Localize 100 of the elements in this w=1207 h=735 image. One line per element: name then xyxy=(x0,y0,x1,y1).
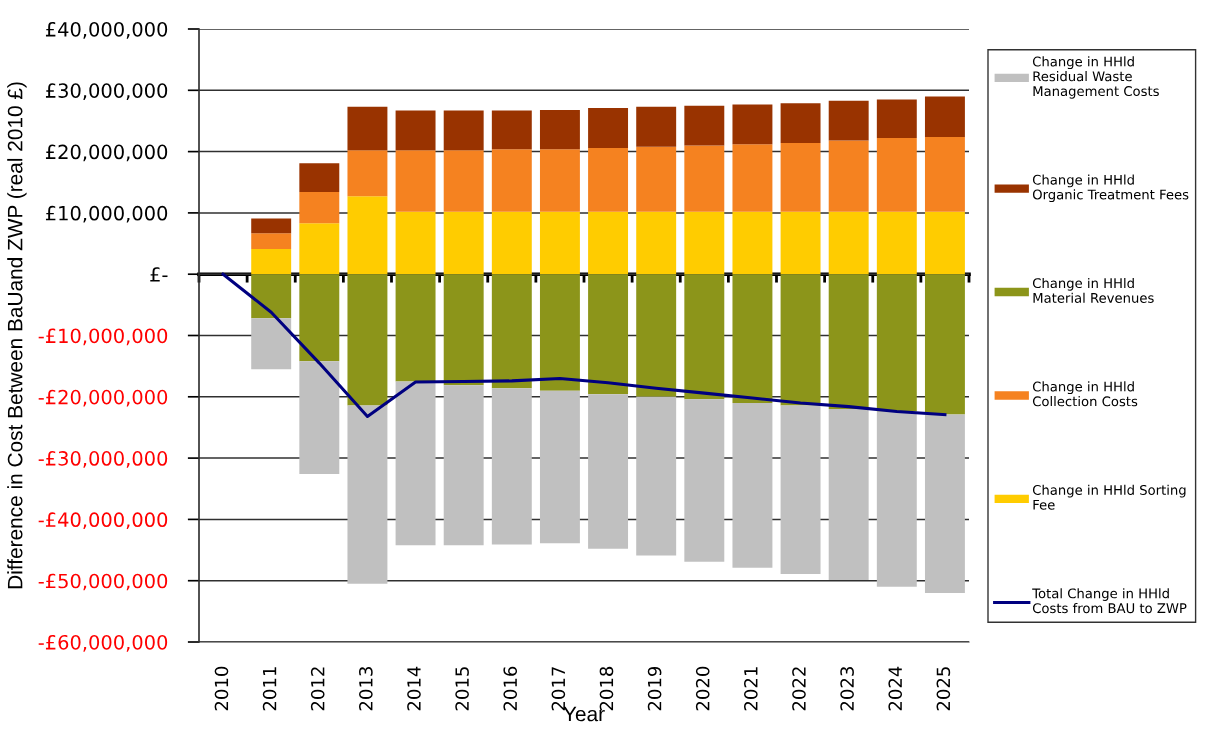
bar xyxy=(299,223,340,275)
x-tick-label: 2012 xyxy=(310,667,325,711)
x-tick-label: 2017 xyxy=(551,667,566,711)
bar xyxy=(876,211,917,275)
bar xyxy=(732,104,773,145)
legend-label: Change in HHld Collection Costs xyxy=(1032,381,1138,407)
bar xyxy=(251,249,292,275)
bar xyxy=(924,211,965,275)
x-tick-label: 2014 xyxy=(407,666,421,711)
bar xyxy=(491,211,532,275)
bar xyxy=(251,318,292,370)
legend-label: Change in HHld Sorting Fee xyxy=(1032,484,1186,510)
bar xyxy=(828,274,869,410)
bar xyxy=(588,211,629,275)
bar xyxy=(539,149,580,212)
bar xyxy=(251,218,292,234)
y-tick-label: £30,000,000 xyxy=(45,83,168,100)
bar xyxy=(684,274,725,400)
bar xyxy=(732,274,773,403)
bar xyxy=(443,385,484,546)
y-tick-label: -£50,000,000 xyxy=(38,573,168,591)
bar xyxy=(347,196,388,275)
bar xyxy=(347,150,388,197)
x-tick-label: 2015 xyxy=(455,667,469,711)
x-tick-label: 2016 xyxy=(503,666,518,711)
legend-label: Change in HHld Material Revenues xyxy=(1032,277,1154,303)
y-tick-label: £20,000,000 xyxy=(45,144,168,162)
y-tick-label: £10,000,000 xyxy=(45,205,168,223)
bar xyxy=(299,361,340,475)
bar xyxy=(539,390,580,544)
x-tick-label: 2024 xyxy=(888,666,903,711)
bar xyxy=(636,106,677,147)
bar xyxy=(732,144,773,212)
y-tick-label: £- xyxy=(150,267,168,282)
y-axis-title: Difference in Cost Between BaUand ZWP (real 2010 £) xyxy=(7,82,27,589)
bar xyxy=(395,274,436,382)
bar xyxy=(443,110,484,151)
bar xyxy=(299,163,340,193)
bar xyxy=(347,106,388,151)
legend-label: Change in HHld Residual Waste Management Costs xyxy=(1032,56,1159,99)
x-tick-label: 2020 xyxy=(695,666,710,711)
y-tick-label: -£60,000,000 xyxy=(38,634,168,652)
x-tick-label: 2011 xyxy=(262,667,277,711)
bar xyxy=(443,150,484,212)
legend-label: Total Change in HHld Costs from BAU to ZWP xyxy=(1032,588,1187,614)
bar xyxy=(491,110,532,150)
bar xyxy=(299,274,340,362)
bar xyxy=(780,405,821,574)
bar xyxy=(539,211,580,275)
x-tick-label: 2013 xyxy=(359,667,373,711)
bar xyxy=(924,414,965,593)
x-tick-label: 2021 xyxy=(744,667,758,711)
y-tick-label: -£30,000,000 xyxy=(38,451,168,468)
bar xyxy=(491,388,532,545)
bar xyxy=(251,233,292,250)
bar xyxy=(780,274,821,406)
bar xyxy=(780,211,821,275)
bar xyxy=(443,211,484,275)
bar xyxy=(491,149,532,212)
bar xyxy=(684,145,725,212)
bar xyxy=(636,396,677,556)
y-tick-label: -£10,000,000 xyxy=(38,328,168,346)
bar xyxy=(876,138,917,212)
bar xyxy=(395,150,436,212)
bar xyxy=(732,402,773,568)
bar xyxy=(347,274,388,406)
bar xyxy=(395,211,436,275)
bar xyxy=(443,274,484,386)
bar xyxy=(395,110,436,151)
bar xyxy=(924,96,965,137)
bar xyxy=(251,274,292,319)
bar xyxy=(828,100,869,141)
bar xyxy=(636,274,677,397)
bar xyxy=(876,411,917,587)
bar xyxy=(876,274,917,412)
x-tick-label: 2023 xyxy=(840,667,854,711)
bar xyxy=(347,405,388,584)
y-tick-label: -£40,000,000 xyxy=(38,512,168,530)
x-tick-label: 2025 xyxy=(936,667,951,711)
bar xyxy=(588,394,629,549)
bar xyxy=(828,211,869,275)
y-tick-label: -£20,000,000 xyxy=(38,389,168,407)
x-tick-label: 2010 xyxy=(214,666,229,711)
bar xyxy=(636,211,677,275)
bar xyxy=(539,109,580,150)
bar xyxy=(588,274,629,395)
bar xyxy=(732,211,773,275)
bar xyxy=(395,381,436,546)
bar xyxy=(876,99,917,139)
bar xyxy=(924,136,965,212)
bar xyxy=(828,140,869,212)
legend-label: Change in HHld Organic Treatment Fees xyxy=(1032,174,1189,203)
bar xyxy=(491,274,532,389)
bar xyxy=(636,146,677,212)
bar xyxy=(828,409,869,581)
y-tick-label: £40,000,000 xyxy=(45,21,168,39)
bar xyxy=(299,192,340,224)
line-series xyxy=(221,272,947,418)
bar xyxy=(588,108,629,148)
bar xyxy=(684,399,725,562)
